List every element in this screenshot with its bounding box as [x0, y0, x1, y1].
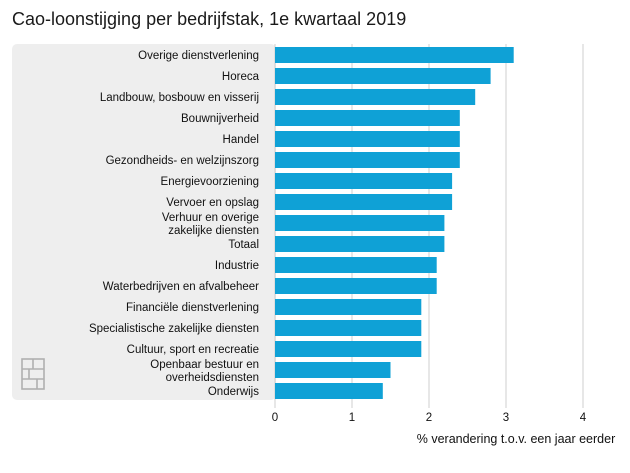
- x-tick-label: 4: [580, 412, 587, 424]
- category-label: Waterbedrijven en afvalbeheer: [103, 281, 259, 293]
- category-label: Vervoer en opslag: [166, 197, 259, 209]
- category-label: Verhuur en overige zakelijke diensten: [162, 212, 259, 237]
- bar: [275, 383, 383, 399]
- bar: [275, 320, 422, 336]
- category-label: Overige dienstverlening: [138, 50, 259, 62]
- bar: [275, 236, 445, 252]
- category-label: Horeca: [222, 71, 260, 83]
- category-label: Landbouw, bosbouw en visserij: [100, 92, 259, 104]
- category-label: Financiële dienstverlening: [126, 302, 259, 314]
- label-panel: [12, 44, 276, 400]
- x-tick-label: 3: [503, 412, 509, 424]
- bar: [275, 173, 453, 189]
- bar: [275, 110, 460, 126]
- bars: [275, 47, 514, 399]
- bar: [275, 278, 437, 294]
- bar: [275, 194, 453, 210]
- bar: [275, 152, 460, 168]
- bar: [275, 215, 445, 231]
- bar: [275, 341, 422, 357]
- category-label: Totaal: [228, 239, 259, 251]
- category-label: Industrie: [215, 260, 259, 272]
- bar: [275, 68, 491, 84]
- category-label: Gezondheids- en welzijnszorg: [106, 155, 259, 167]
- x-tick-labels: 0 1 2 3 4: [272, 412, 587, 424]
- category-label: Energievoorziening: [161, 176, 259, 188]
- x-tick-label: 1: [349, 412, 355, 424]
- bar: [275, 131, 460, 147]
- cbs-logo: [21, 358, 45, 390]
- category-label: Cultuur, sport en recreatie: [127, 344, 259, 356]
- bar: [275, 362, 391, 378]
- category-label: Bouwnijverheid: [181, 113, 259, 125]
- category-label: Specialistische zakelijke diensten: [89, 323, 259, 335]
- x-tick-label: 0: [272, 412, 278, 424]
- category-label: Onderwijs: [208, 386, 259, 398]
- bar: [275, 257, 437, 273]
- x-axis-label: % verandering t.o.v. een jaar eerder: [417, 432, 616, 446]
- chart-title: Cao-loonstijging per bedrijfstak, 1e kwa…: [12, 9, 406, 29]
- bar: [275, 89, 476, 105]
- category-labels: Overige dienstverlening Horeca Landbouw, b…: [89, 50, 260, 398]
- bar: [275, 299, 422, 315]
- bar: [275, 47, 514, 63]
- x-tick-label: 2: [426, 412, 432, 424]
- category-label: Openbaar bestuur en overheidsdiensten: [150, 359, 259, 384]
- category-label: Handel: [223, 134, 259, 146]
